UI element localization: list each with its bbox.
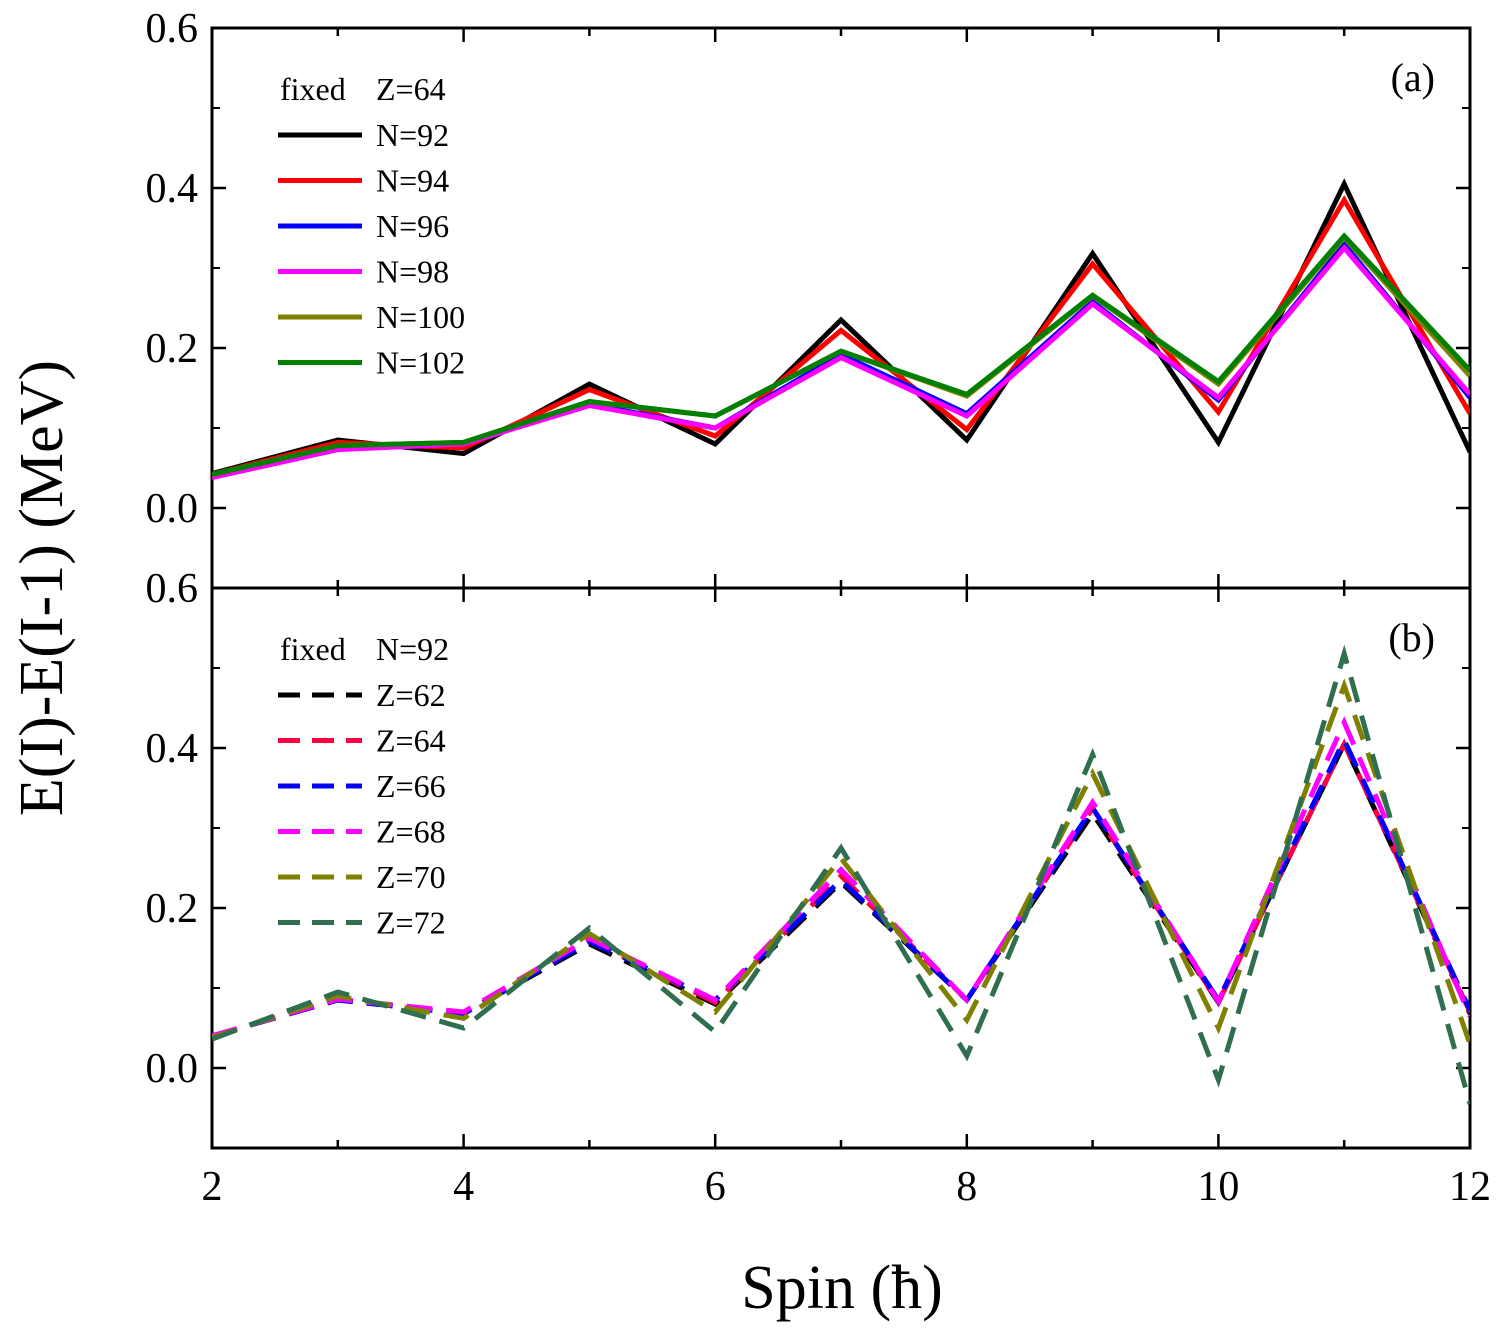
x-axis-title: Spin (ħ) bbox=[741, 1254, 943, 1322]
legend-entry-label: N=102 bbox=[376, 345, 465, 381]
x-tick-label: 4 bbox=[453, 1164, 474, 1210]
legend-entry-label: Z=68 bbox=[376, 814, 446, 850]
series-line-z-68 bbox=[212, 716, 1470, 1039]
legend-entry-label: Z=64 bbox=[376, 723, 446, 759]
panel-b: 0.0 0.2 0.4 0.6 2 4 6 8 10 12 (b) fixed N=92 Z=62 Z=64… bbox=[146, 566, 1492, 1210]
series-line-n-92 bbox=[212, 178, 1470, 477]
y-tick-label: 0.4 bbox=[146, 166, 199, 212]
legend-entry-label: N=92 bbox=[376, 117, 449, 153]
legend-entry-label: N=96 bbox=[376, 208, 449, 244]
legend-entry-label: N=100 bbox=[376, 299, 465, 335]
y-tick-label: 0.2 bbox=[146, 886, 199, 932]
x-tick-label: 12 bbox=[1449, 1164, 1491, 1210]
series-line-z-72 bbox=[212, 644, 1470, 1105]
y-tick-label: 0.6 bbox=[146, 6, 199, 52]
legend-header-fixed: fixed bbox=[280, 71, 346, 107]
legend-header-value: Z=64 bbox=[376, 71, 446, 107]
y-tick-label: 0.4 bbox=[146, 726, 199, 772]
series-line-n-102 bbox=[212, 232, 1470, 477]
y-tick-label: 0.0 bbox=[146, 486, 199, 532]
x-tick-label: 6 bbox=[705, 1164, 726, 1210]
panel-label: (a) bbox=[1391, 55, 1435, 100]
legend-entry-label: Z=70 bbox=[376, 859, 446, 895]
legend-entry-label: N=98 bbox=[376, 254, 449, 290]
x-tick-label: 10 bbox=[1197, 1164, 1239, 1210]
y-axis-title: E(I)-E(I-1) (MeV) bbox=[8, 360, 76, 816]
legend-entry-label: Z=72 bbox=[376, 905, 446, 941]
legend-entry-label: Z=62 bbox=[376, 677, 446, 713]
legend-header-fixed: fixed bbox=[280, 631, 346, 667]
legend-entry-label: N=94 bbox=[376, 163, 449, 199]
y-tick-label: 0.0 bbox=[146, 1046, 199, 1092]
panel-label: (b) bbox=[1388, 615, 1435, 660]
legend-header-value: N=92 bbox=[376, 631, 449, 667]
y-tick-label: 0.2 bbox=[146, 326, 199, 372]
x-tick-label: 2 bbox=[202, 1164, 223, 1210]
panel-a: 0.0 0.2 0.4 0.6 (a) fixed Z=64 N=92 N=94 N=96 N=98… bbox=[146, 6, 1472, 590]
y-tick-label: 0.6 bbox=[146, 566, 199, 612]
series-line-z-70 bbox=[212, 678, 1470, 1045]
x-tick-label: 8 bbox=[956, 1164, 977, 1210]
legend-entry-label: Z=66 bbox=[376, 768, 446, 804]
